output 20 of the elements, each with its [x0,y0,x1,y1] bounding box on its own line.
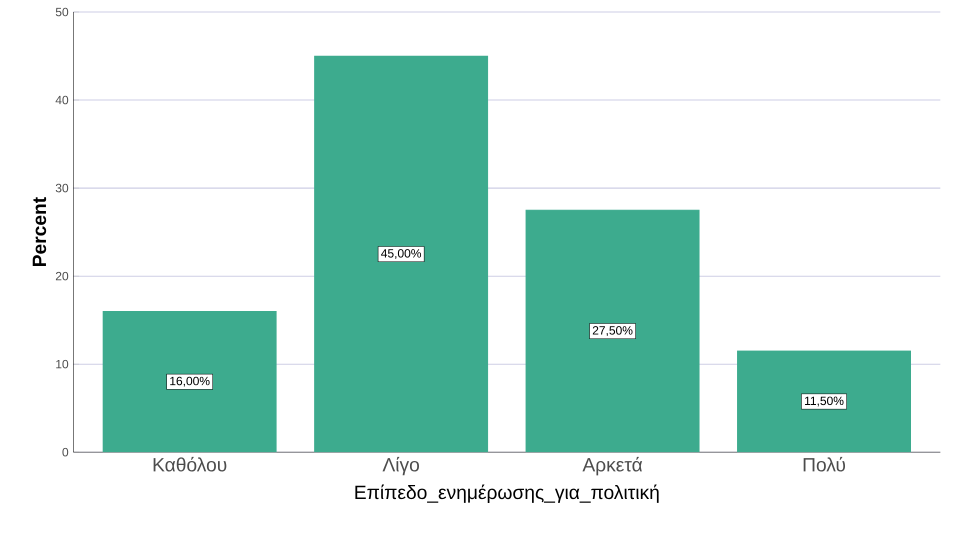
data-label: 16,00% [170,376,210,387]
x-tick-label: Καθόλου [154,456,226,472]
x-tick-label: Λίγο [382,456,419,476]
data-label: 11,50% [805,396,844,407]
y-tick-label: 50 [56,8,68,16]
bar [314,56,488,452]
data-label: 45,00% [381,249,422,260]
data-label: 27,50% [592,326,633,336]
bar [526,210,700,452]
x-axis-title: Επίπεδο_ενημέρωσης_για_πολιτική [355,484,659,504]
y-tick-label: 10 [56,360,68,368]
bar [737,350,911,452]
x-tick-label: Αρκετά [582,456,642,476]
y-axis-title: Percent [32,197,46,266]
y-tick-label: 0 [62,448,68,456]
y-tick-label: 20 [56,272,68,280]
bar [102,311,277,452]
y-tick-label: 40 [56,96,68,104]
y-tick-label: 30 [56,184,68,192]
x-tick-label: Πολύ [804,456,846,472]
